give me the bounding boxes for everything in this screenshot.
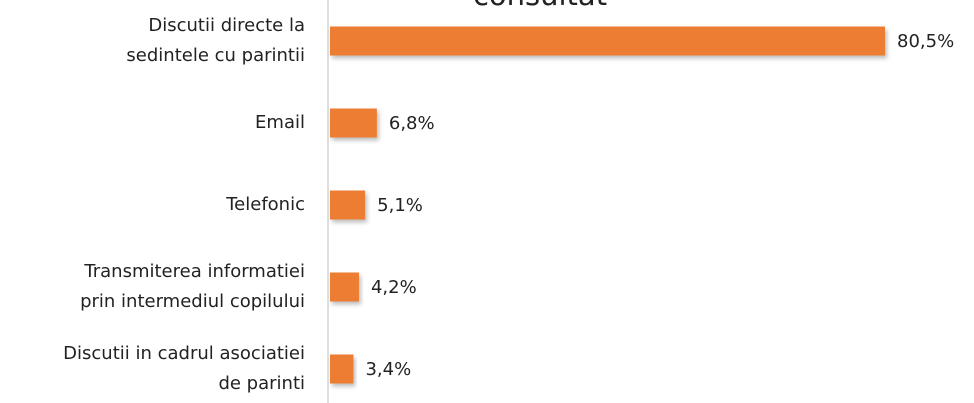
category-label: Discutii in cadrul asociatiei de parinti [63, 343, 305, 394]
chart-title: consultat [473, 0, 607, 12]
category-label: Telefonic [226, 194, 305, 215]
bar [330, 26, 885, 56]
bar [330, 108, 377, 138]
category-label: Transmiterea informatiei prin intermediu… [80, 261, 305, 312]
bar [330, 272, 359, 302]
value-label: 4,2% [371, 277, 417, 298]
bar [330, 190, 366, 220]
value-label: 6,8% [389, 113, 435, 134]
bar [330, 354, 354, 384]
category-label: Discutii directe la sedintele cu parinti… [126, 15, 305, 66]
value-label: 3,4% [365, 359, 411, 380]
value-label: 5,1% [377, 195, 423, 216]
value-label: 80,5% [897, 31, 954, 52]
category-label: Email [255, 112, 305, 133]
